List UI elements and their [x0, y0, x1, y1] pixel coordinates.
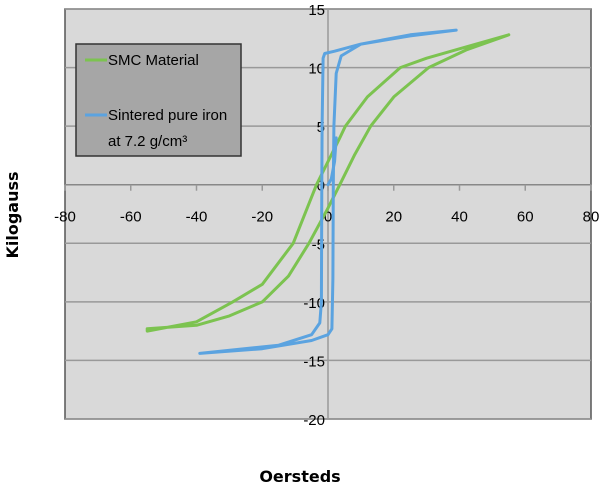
y-tick-label: -15 — [303, 353, 325, 370]
x-tick-label: 20 — [385, 209, 402, 226]
y-axis-title: Kilogauss — [3, 171, 22, 258]
x-tick-label: -60 — [120, 209, 142, 226]
series-line-1 — [198, 28, 458, 355]
x-tick-label: 40 — [451, 209, 468, 226]
legend-label-iron-line1: Sintered pure iron — [108, 107, 227, 124]
y-tick-label: 15 — [308, 2, 325, 19]
legend-label-smc: SMC Material — [108, 52, 199, 69]
y-tick-label: 10 — [308, 61, 325, 78]
series-line-2 — [326, 136, 338, 187]
x-tick-label: 80 — [583, 209, 600, 226]
x-tick-label: 0 — [324, 209, 332, 226]
y-tick-label: -20 — [303, 412, 325, 429]
legend-label-iron-line2: at 7.2 g/cm³ — [108, 133, 187, 150]
x-tick-label: -20 — [251, 209, 273, 226]
x-tick-label: 60 — [517, 209, 534, 226]
x-axis-title: Oersteds — [259, 467, 340, 486]
legend-box — [75, 43, 242, 157]
x-tick-label: -80 — [54, 209, 76, 226]
legend: SMC Material Sintered pure iron at 7.2 g… — [75, 43, 242, 157]
series-line-0 — [145, 33, 511, 333]
x-tick-label: -40 — [186, 209, 208, 226]
